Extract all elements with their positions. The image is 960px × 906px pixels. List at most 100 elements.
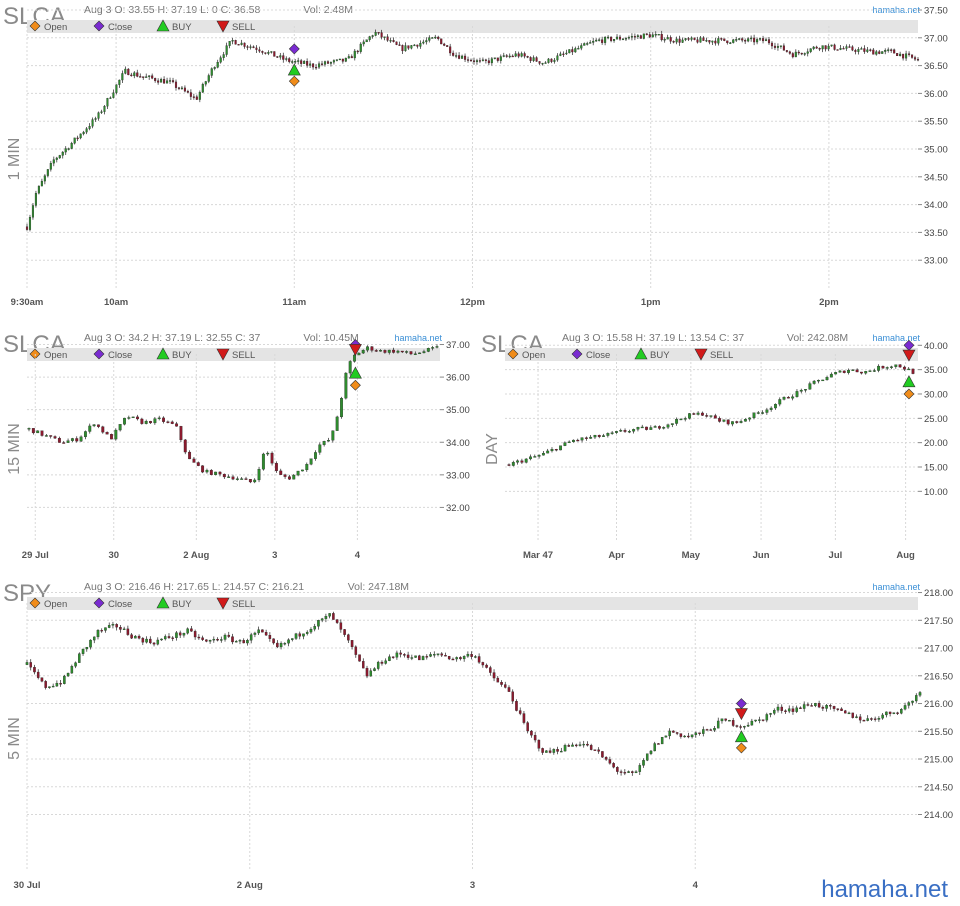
candle bbox=[726, 419, 730, 425]
candle bbox=[31, 205, 35, 218]
candle bbox=[864, 371, 868, 374]
candle bbox=[484, 59, 487, 61]
candle bbox=[119, 627, 122, 630]
candle bbox=[335, 619, 339, 623]
candle bbox=[893, 49, 896, 54]
candle bbox=[183, 87, 186, 92]
candle bbox=[163, 79, 166, 84]
candle bbox=[714, 40, 717, 44]
candle bbox=[398, 44, 401, 46]
candle bbox=[604, 757, 608, 760]
candle bbox=[890, 49, 893, 51]
candle bbox=[804, 389, 807, 391]
candle bbox=[279, 470, 283, 475]
candle bbox=[489, 667, 492, 673]
candle bbox=[636, 427, 640, 430]
candle bbox=[401, 45, 404, 52]
candle bbox=[808, 383, 812, 390]
candle bbox=[109, 97, 112, 99]
candle bbox=[335, 59, 338, 61]
candle bbox=[872, 370, 876, 372]
candle bbox=[249, 634, 253, 641]
candle bbox=[222, 54, 225, 58]
candle bbox=[678, 38, 681, 43]
candle bbox=[210, 68, 213, 76]
candle bbox=[722, 419, 726, 422]
candle bbox=[851, 712, 855, 718]
candle bbox=[765, 714, 769, 721]
legend-close-icon bbox=[93, 20, 105, 32]
x-tick-label: 3 bbox=[470, 880, 475, 891]
candle bbox=[675, 38, 678, 43]
candle bbox=[502, 55, 505, 57]
candle bbox=[287, 476, 291, 480]
candle bbox=[847, 369, 850, 373]
candle bbox=[855, 716, 858, 718]
candle bbox=[365, 39, 368, 43]
candle bbox=[630, 36, 633, 38]
candle bbox=[365, 667, 369, 677]
candle bbox=[437, 36, 440, 39]
candle bbox=[571, 744, 574, 747]
candle bbox=[73, 137, 76, 144]
candle bbox=[332, 613, 335, 620]
candle bbox=[413, 44, 416, 47]
chart-spy_5min: SPY Aug 3 O: 216.46 H: 217.65 L: 214.57 C… bbox=[3, 580, 953, 891]
candle bbox=[36, 430, 40, 434]
candle bbox=[266, 452, 270, 455]
candle bbox=[810, 705, 813, 707]
candle bbox=[836, 49, 839, 51]
candle bbox=[322, 441, 326, 445]
candle bbox=[503, 684, 507, 688]
candle bbox=[123, 417, 126, 425]
y-tick-label: 35.00 bbox=[924, 145, 948, 156]
candle bbox=[744, 40, 747, 42]
candle bbox=[303, 61, 306, 64]
candle bbox=[713, 415, 717, 419]
candle bbox=[530, 730, 533, 736]
candle bbox=[762, 38, 765, 42]
candle bbox=[724, 718, 727, 721]
candle bbox=[431, 347, 435, 349]
candle bbox=[657, 743, 660, 745]
candle bbox=[152, 642, 156, 645]
buy-marker-icon bbox=[734, 730, 748, 743]
legend-close-icon bbox=[93, 348, 105, 360]
period-label: 5 MIN bbox=[6, 717, 23, 760]
candle bbox=[231, 40, 234, 42]
candle bbox=[257, 469, 261, 481]
candle bbox=[186, 91, 189, 93]
sell-marker-icon bbox=[734, 708, 748, 721]
candle bbox=[687, 735, 690, 738]
candle bbox=[395, 652, 399, 658]
candle bbox=[198, 92, 201, 100]
x-tick-label: 2 Aug bbox=[237, 880, 263, 891]
candle bbox=[711, 40, 714, 43]
candle bbox=[612, 763, 615, 768]
candle bbox=[735, 39, 738, 41]
candle bbox=[410, 657, 414, 659]
candle bbox=[107, 625, 111, 628]
candle bbox=[518, 710, 522, 714]
candle bbox=[167, 636, 171, 638]
candle bbox=[878, 51, 881, 54]
candle bbox=[563, 745, 567, 752]
candle bbox=[196, 462, 200, 466]
candle bbox=[82, 131, 85, 135]
candle bbox=[347, 56, 350, 59]
candle bbox=[750, 720, 754, 726]
candle bbox=[485, 664, 488, 668]
candle bbox=[571, 49, 574, 53]
candle bbox=[592, 40, 595, 43]
candle bbox=[842, 48, 845, 50]
candle bbox=[386, 36, 389, 41]
legend-buy-icon bbox=[156, 347, 170, 360]
candle bbox=[474, 656, 477, 658]
candle bbox=[669, 37, 672, 42]
candle bbox=[227, 476, 231, 478]
candle bbox=[414, 655, 417, 658]
candle bbox=[795, 391, 799, 397]
candle bbox=[533, 735, 537, 741]
candle bbox=[806, 704, 810, 706]
candle bbox=[741, 38, 744, 41]
